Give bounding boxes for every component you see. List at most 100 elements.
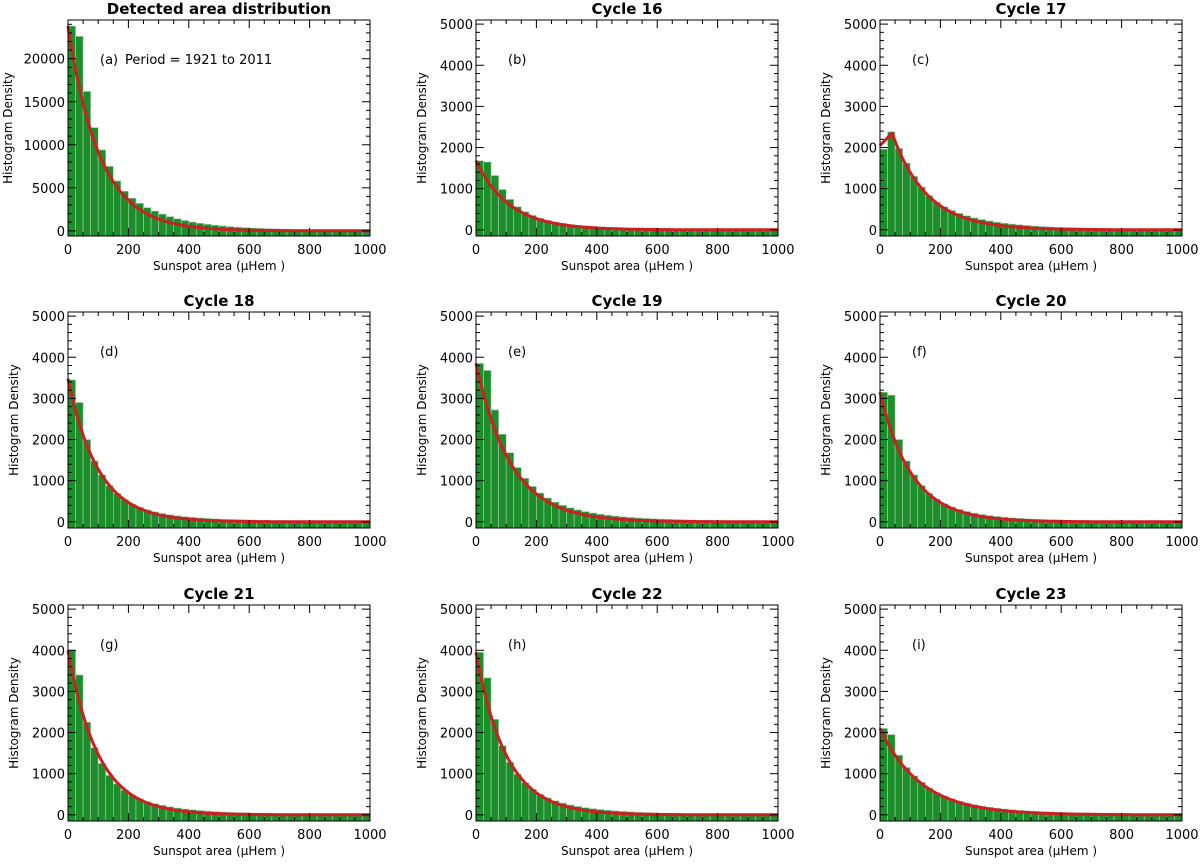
y-axis-label: Histogram Density	[819, 72, 833, 184]
histogram-bar	[902, 767, 911, 822]
panel-label: (a)	[100, 53, 118, 68]
y-tick-label: 5000	[440, 18, 473, 33]
y-tick-label: 5000	[32, 603, 65, 618]
y-tick-label: 1000	[844, 768, 877, 783]
histogram-bar	[105, 775, 114, 822]
period-annotation: Period = 1921 to 2011	[125, 53, 272, 68]
y-tick-label: 1000	[844, 475, 877, 490]
x-tick-label: 800	[1109, 828, 1134, 843]
x-tick-label: 800	[297, 243, 322, 258]
x-tick-label: 0	[472, 535, 480, 550]
fit-curve	[66, 378, 370, 524]
x-tick-label: 200	[116, 243, 141, 258]
x-tick-label: 200	[928, 535, 953, 550]
histogram-bar	[932, 201, 941, 237]
histogram-bar	[924, 493, 934, 529]
panel-label: (g)	[100, 638, 118, 653]
panel-label: (d)	[100, 345, 118, 360]
x-tick-label: 400	[584, 828, 609, 843]
fit-curve	[878, 131, 1182, 232]
histogram-bar	[520, 782, 530, 822]
y-tick-label: 5000	[844, 18, 877, 33]
histogram-panel-3: 0 200 400 600 800 1000 0 1000 2000 3000 4000 5000 Cy…	[819, 0, 1199, 273]
histogram-bar	[505, 761, 515, 822]
x-tick-label: 400	[988, 828, 1013, 843]
y-tick-label: 4000	[844, 644, 877, 659]
panel-label: (h)	[508, 638, 526, 653]
x-tick-label: 0	[472, 828, 480, 843]
x-tick-label: 200	[524, 828, 549, 843]
y-tick-label: 5000	[32, 182, 65, 197]
y-tick-label: 1000	[844, 183, 877, 198]
y-tick-label: 3000	[440, 392, 473, 407]
x-tick-label: 600	[1049, 535, 1074, 550]
y-tick-label: 3000	[32, 685, 65, 700]
y-axis-label: Histogram Density	[415, 657, 429, 769]
y-tick-label: 0	[57, 809, 65, 824]
histogram-bar	[188, 221, 197, 237]
chart-title: Cycle 17	[995, 0, 1066, 18]
x-tick-label: 1000	[353, 828, 386, 843]
y-axis-label: Histogram Density	[415, 72, 429, 184]
y-tick-label: 2000	[844, 142, 877, 157]
x-tick-label: 0	[64, 828, 72, 843]
histogram-bar	[932, 792, 941, 822]
x-tick-label: 800	[705, 535, 730, 550]
histogram-bar	[203, 223, 212, 237]
histogram-bar	[165, 216, 174, 237]
histogram-bar	[90, 460, 99, 529]
y-tick-label: 1000	[32, 475, 65, 490]
histogram-bar	[513, 773, 522, 822]
histogram-bar	[887, 394, 896, 529]
chart-title: Cycle 21	[183, 585, 254, 603]
x-tick-label: 0	[876, 828, 884, 843]
y-tick-label: 2000	[440, 142, 473, 157]
y-tick-label: 2000	[844, 727, 877, 742]
panel-label: (i)	[912, 638, 926, 653]
x-tick-label: 1000	[1165, 243, 1198, 258]
histogram-bar	[940, 795, 949, 822]
y-tick-label: 3000	[844, 685, 877, 700]
y-axis-label: Histogram Density	[819, 364, 833, 476]
histogram-bar	[128, 794, 137, 822]
y-tick-label: 4000	[32, 351, 65, 366]
histogram-bar	[498, 745, 507, 822]
x-tick-label: 600	[645, 535, 670, 550]
histogram-bar	[917, 186, 926, 237]
x-tick-label: 1000	[761, 243, 794, 258]
histogram-bar	[909, 176, 919, 237]
chart-title: Cycle 20	[995, 292, 1066, 310]
histogram-bar	[483, 161, 492, 237]
y-tick-label: 10000	[24, 139, 65, 154]
x-tick-label: 600	[1049, 828, 1074, 843]
x-tick-label: 400	[584, 243, 609, 258]
x-tick-label: 800	[705, 243, 730, 258]
histogram-bar	[909, 775, 919, 822]
x-tick-label: 0	[64, 243, 72, 258]
histogram-bar	[226, 226, 235, 237]
y-tick-label: 1000	[32, 768, 65, 783]
x-axis-label: Sunspot area (μHem )	[153, 844, 285, 858]
histogram-panel-5: 0 200 400 600 800 1000 0 1000 2000 3000 4000 5000 Cy…	[415, 292, 795, 565]
y-tick-label: 4000	[440, 644, 473, 659]
histogram-bar	[120, 789, 129, 822]
x-axis-label: Sunspot area (μHem )	[561, 844, 693, 858]
x-tick-label: 600	[237, 828, 262, 843]
histogram-bar	[75, 36, 84, 237]
x-tick-label: 600	[1049, 243, 1074, 258]
y-tick-label: 0	[465, 809, 473, 824]
x-tick-label: 1000	[1165, 535, 1198, 550]
y-tick-label: 1000	[440, 768, 473, 783]
chart-title: Cycle 18	[183, 292, 254, 310]
y-axis-label: Histogram Density	[819, 657, 833, 769]
y-tick-label: 5000	[440, 310, 473, 325]
chart-title: Detected area distribution	[107, 0, 331, 18]
panel-label: (f)	[912, 345, 927, 360]
chart-title: Cycle 23	[995, 585, 1066, 603]
x-tick-label: 200	[524, 243, 549, 258]
fit-curve	[66, 25, 370, 233]
x-tick-label: 0	[64, 535, 72, 550]
y-tick-label: 4000	[844, 59, 877, 74]
y-tick-label: 0	[57, 225, 65, 240]
histogram-bar	[113, 783, 122, 822]
